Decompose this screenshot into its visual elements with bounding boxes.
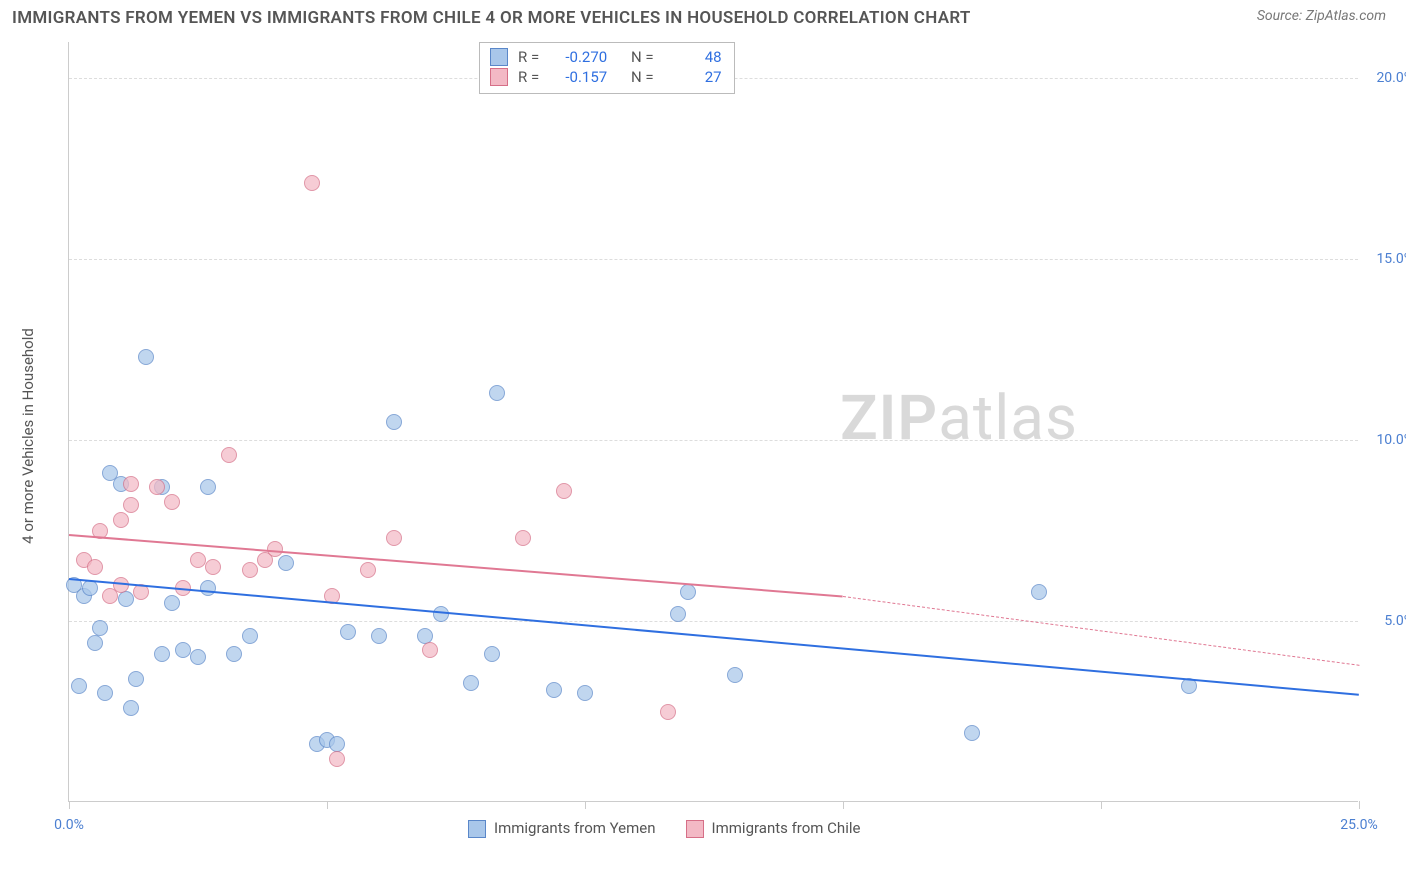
legend-swatch-1	[686, 820, 704, 838]
scatter-point	[386, 414, 402, 430]
scatter-point	[727, 667, 743, 683]
scatter-point	[660, 704, 676, 720]
scatter-point	[71, 678, 87, 694]
scatter-point	[87, 635, 103, 651]
scatter-point	[123, 497, 139, 513]
scatter-point	[226, 646, 242, 662]
y-tick-label: 5.0%	[1364, 613, 1406, 629]
scatter-point	[242, 628, 258, 644]
y-axis-title: 4 or more Vehicles in Household	[19, 328, 37, 544]
scatter-point	[242, 562, 258, 578]
stats-r-value-0: -0.270	[549, 48, 607, 66]
scatter-point	[175, 642, 191, 658]
source-attribution: Source: ZipAtlas.com	[1257, 8, 1386, 24]
scatter-point	[546, 682, 562, 698]
scatter-point	[87, 559, 103, 575]
stats-r-value-1: -0.157	[549, 68, 607, 86]
scatter-point	[329, 751, 345, 767]
scatter-point	[200, 580, 216, 596]
legend-label-1: Immigrants from Chile	[712, 819, 861, 837]
scatter-point	[164, 595, 180, 611]
scatter-point	[680, 584, 696, 600]
scatter-point	[200, 479, 216, 495]
trend-line	[69, 578, 1359, 696]
scatter-point	[386, 530, 402, 546]
legend-label-0: Immigrants from Yemen	[494, 819, 656, 837]
x-tick-label: 25.0%	[1340, 817, 1378, 833]
legend-item-0: Immigrants from Yemen	[468, 819, 656, 838]
stats-n-label: N =	[631, 68, 654, 86]
x-tick-label: 0.0%	[54, 817, 84, 833]
scatter-point	[422, 642, 438, 658]
grid-line	[69, 259, 1358, 260]
legend-swatch-0	[468, 820, 486, 838]
chart-container: 4 or more Vehicles in Household ZIPatlas…	[48, 42, 1394, 830]
bottom-legend: Immigrants from Yemen Immigrants from Ch…	[468, 819, 860, 838]
watermark-zip: ZIP	[840, 382, 938, 455]
y-tick-label: 10.0%	[1364, 432, 1406, 448]
stats-row-series-1: R = -0.157 N = 27	[490, 67, 722, 87]
x-tick	[69, 801, 70, 809]
scatter-point	[463, 675, 479, 691]
scatter-point	[164, 494, 180, 510]
scatter-point	[371, 628, 387, 644]
scatter-point	[489, 385, 505, 401]
scatter-point	[190, 552, 206, 568]
scatter-point	[964, 725, 980, 741]
scatter-point	[97, 685, 113, 701]
stats-row-series-0: R = -0.270 N = 48	[490, 47, 722, 67]
scatter-point	[205, 559, 221, 575]
swatch-series-0	[490, 48, 508, 66]
y-tick-label: 15.0%	[1364, 251, 1406, 267]
scatter-point	[138, 349, 154, 365]
grid-line	[69, 440, 1358, 441]
x-tick	[585, 801, 586, 809]
scatter-point	[1031, 584, 1047, 600]
x-tick	[1101, 801, 1102, 809]
grid-line	[69, 621, 1358, 622]
stats-n-label: N =	[631, 48, 654, 66]
watermark: ZIPatlas	[840, 382, 1078, 455]
scatter-point	[92, 620, 108, 636]
scatter-point	[340, 624, 356, 640]
x-tick	[327, 801, 328, 809]
scatter-point	[123, 476, 139, 492]
x-tick	[843, 801, 844, 809]
stats-r-label: R =	[518, 48, 539, 66]
scatter-point	[556, 483, 572, 499]
stats-n-value-1: 27	[664, 68, 722, 86]
scatter-point	[515, 530, 531, 546]
chart-title: IMMIGRANTS FROM YEMEN VS IMMIGRANTS FROM…	[12, 8, 971, 28]
scatter-point	[577, 685, 593, 701]
scatter-point	[304, 175, 320, 191]
scatter-point	[267, 541, 283, 557]
scatter-point	[82, 580, 98, 596]
stats-r-label: R =	[518, 68, 539, 86]
plot-area: ZIPatlas R = -0.270 N = 48 R = -0.157 N …	[68, 42, 1358, 802]
scatter-point	[360, 562, 376, 578]
scatter-point	[154, 646, 170, 662]
watermark-atlas: atlas	[938, 382, 1078, 455]
stats-n-value-0: 48	[664, 48, 722, 66]
scatter-point	[670, 606, 686, 622]
scatter-point	[190, 649, 206, 665]
scatter-point	[113, 512, 129, 528]
scatter-point	[123, 700, 139, 716]
swatch-series-1	[490, 68, 508, 86]
scatter-point	[484, 646, 500, 662]
y-tick-label: 20.0%	[1364, 70, 1406, 86]
legend-item-1: Immigrants from Chile	[686, 819, 861, 838]
scatter-point	[149, 479, 165, 495]
scatter-point	[118, 591, 134, 607]
scatter-point	[128, 671, 144, 687]
scatter-point	[221, 447, 237, 463]
x-tick	[1359, 801, 1360, 809]
stats-legend-box: R = -0.270 N = 48 R = -0.157 N = 27	[479, 42, 735, 94]
scatter-point	[278, 555, 294, 571]
